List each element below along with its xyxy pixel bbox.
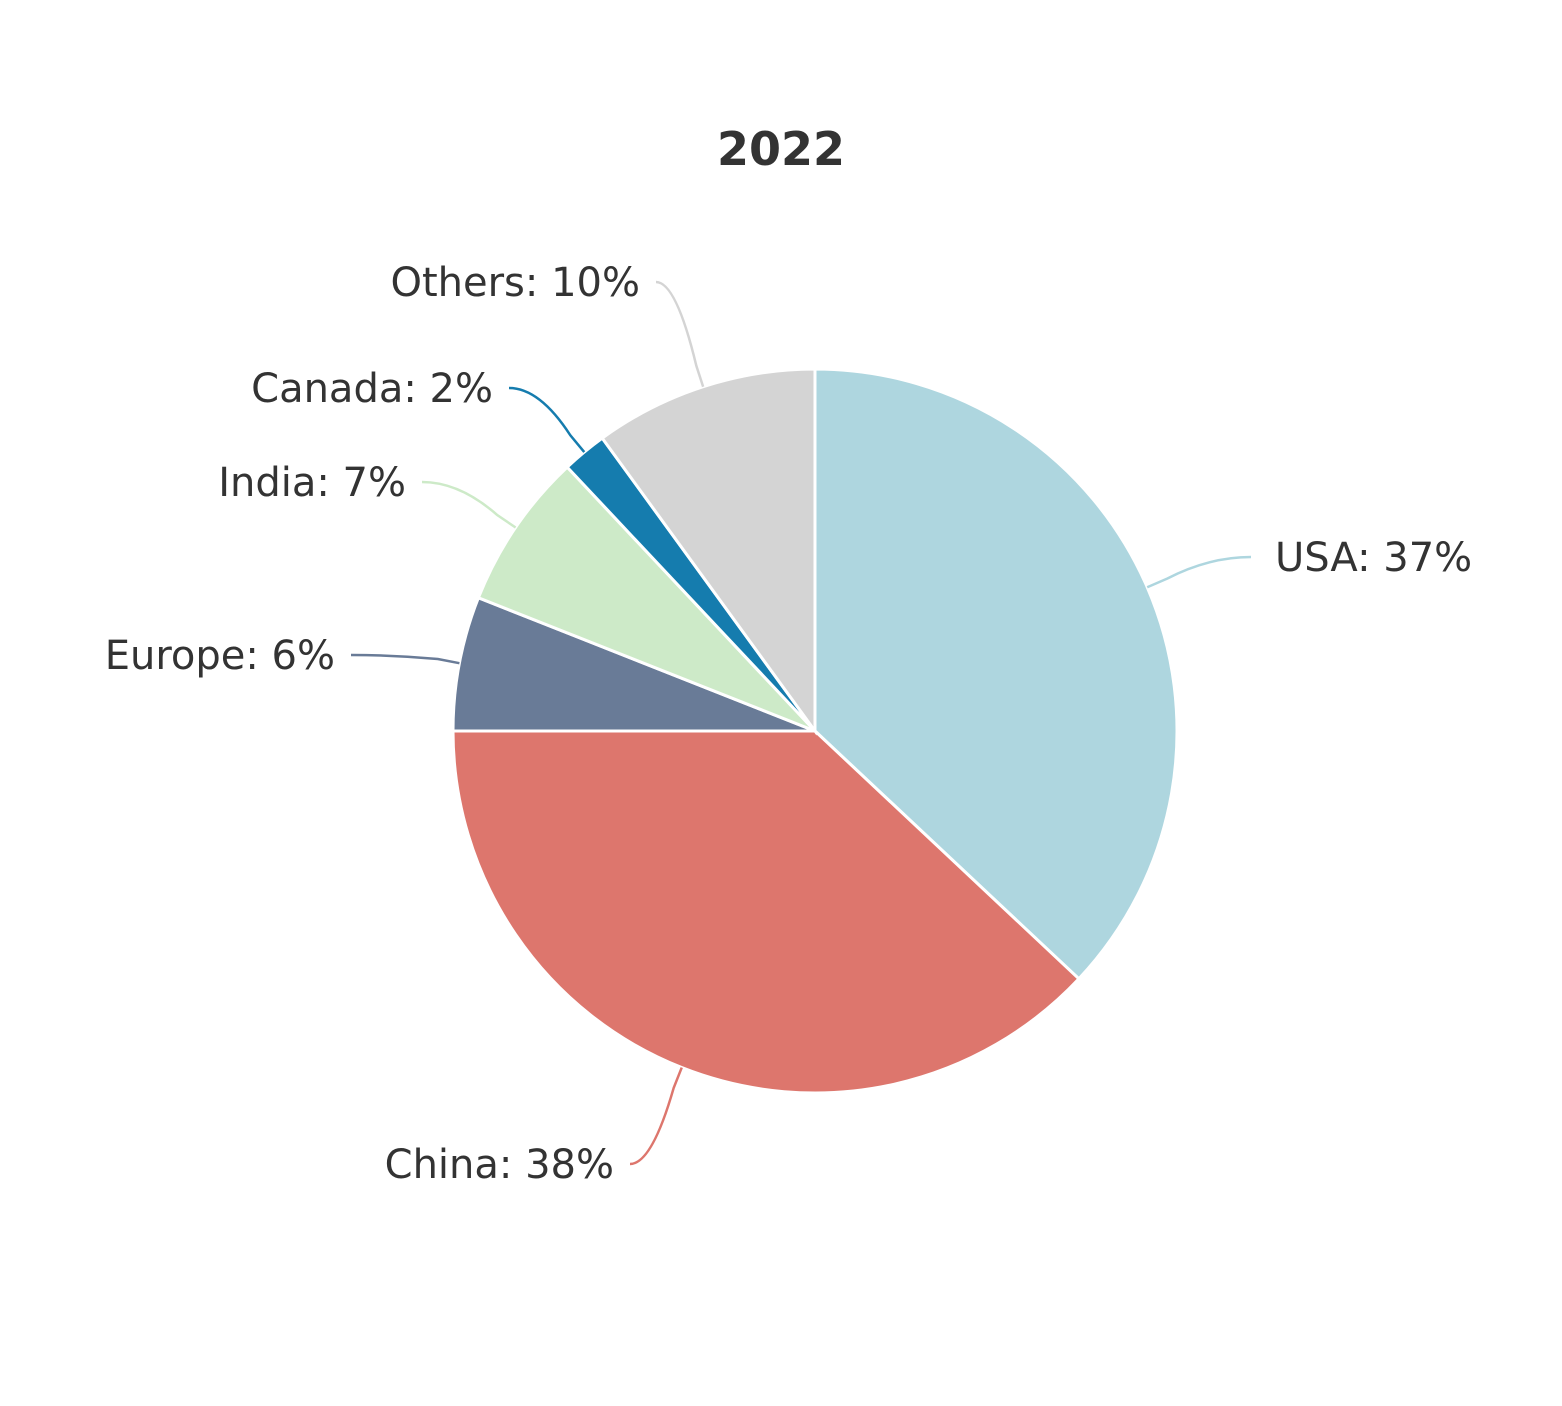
slice-label-canada: Canada: 2% [251,366,493,412]
leader-line-china [629,1067,683,1166]
pie-slice-china[interactable] [451,729,1082,1095]
slice-label-usa: USA: 37% [1275,535,1472,581]
slice-label-europe: Europe: 6% [105,633,335,679]
pie-slice-europe[interactable] [451,595,816,733]
chart-title: 2022 [717,122,845,176]
slice-label-china: China: 38% [385,1142,614,1188]
pie-slice-others[interactable] [600,367,817,736]
pie-slice-india[interactable] [476,464,817,733]
leader-line-usa [1146,555,1252,589]
slice-labels: USA: 37% China: 38% Europe: 6% India: 7% Can… [105,260,1472,1188]
leader-line-europe [350,653,460,665]
slice-label-others: Others: 10% [390,260,640,306]
leader-lines [350,280,1252,1166]
pie-slices [451,367,1179,1095]
leader-line-others [655,280,705,388]
leader-line-canada [508,386,586,453]
slice-label-india: India: 7% [218,460,406,506]
leader-line-india [421,480,517,529]
